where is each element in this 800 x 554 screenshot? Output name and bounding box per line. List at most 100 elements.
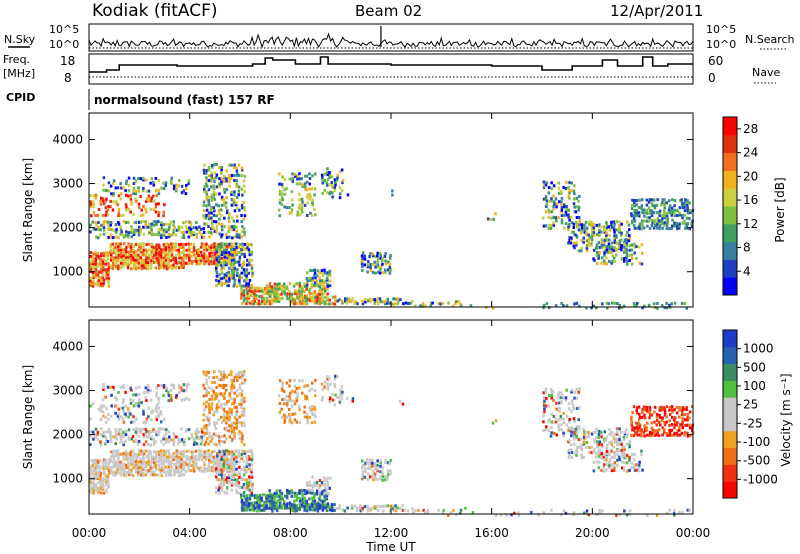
heat-cell [114, 442, 117, 446]
heat-cell [542, 224, 546, 228]
heat-cell [218, 491, 221, 495]
heat-cell [147, 469, 151, 472]
heat-cell [293, 299, 296, 303]
heat-cell [595, 436, 598, 440]
heat-cell [170, 253, 174, 257]
heat-cell [218, 370, 221, 373]
heat-cell [313, 273, 316, 277]
heat-cell [168, 223, 171, 227]
heat-cell [308, 503, 311, 507]
heat-cell [203, 450, 206, 454]
heat-cell [685, 223, 688, 227]
nsearch-label: N.Search [745, 33, 795, 46]
heat-cell [89, 264, 92, 268]
heat-cell [585, 226, 589, 230]
heat-cell [129, 470, 133, 474]
heat-cell [170, 176, 173, 180]
heat-cell [182, 264, 186, 268]
heat-cell [209, 231, 213, 235]
heat-cell [379, 256, 382, 260]
heat-cell [232, 428, 236, 432]
heat-cell [245, 286, 248, 290]
heat-cell [167, 463, 171, 467]
cpid-text: normalsound (fast) 157 RF [94, 93, 275, 107]
heat-cell [303, 298, 306, 302]
heat-cell [278, 201, 282, 205]
heat-cell [218, 273, 221, 277]
heat-cell [313, 271, 317, 275]
heat-cell [222, 386, 225, 390]
heat-cell [205, 248, 209, 252]
heat-cell [134, 197, 137, 201]
heat-cell [670, 213, 673, 217]
heat-cell [107, 430, 110, 434]
heat-cell [684, 423, 687, 427]
heat-cell [340, 299, 344, 303]
heat-cell [184, 242, 188, 246]
heat-cell [333, 302, 337, 306]
heat-cell [124, 193, 128, 197]
heat-cell [238, 208, 241, 212]
heat-cell [595, 430, 598, 434]
heat-cell [160, 186, 163, 190]
heat-cell [265, 499, 269, 503]
heat-cell [568, 222, 571, 226]
heat-cell [204, 261, 208, 265]
heat-cell [237, 193, 240, 197]
heat-cell [203, 467, 206, 470]
heat-cell [310, 214, 314, 217]
heat-cell [237, 189, 241, 193]
heat-cell [304, 397, 307, 401]
heat-cell [135, 440, 138, 443]
heat-cell [137, 189, 140, 193]
heat-cell [276, 499, 279, 503]
heat-cell [263, 287, 267, 290]
heat-cell [321, 296, 324, 300]
heat-cell [577, 215, 581, 219]
heat-cell [223, 434, 226, 438]
heat-cell [218, 182, 221, 186]
heat-cell [620, 440, 624, 444]
heat-cell [246, 246, 249, 249]
heat-cell [383, 300, 387, 304]
heat-cell [230, 426, 233, 430]
heat-cell [550, 181, 553, 185]
heat-cell [204, 440, 208, 444]
heat-cell [130, 235, 133, 239]
heat-cell [295, 301, 299, 305]
heat-cell [147, 463, 151, 467]
heat-cell [605, 233, 608, 237]
heat-cell [127, 435, 131, 439]
heat-cell [298, 489, 301, 493]
heat-cell [651, 221, 654, 225]
heat-cell [122, 213, 125, 217]
heat-cell [662, 406, 666, 410]
heat-cell [207, 211, 211, 215]
heat-cell [247, 505, 251, 509]
heat-cell [194, 430, 198, 433]
heat-cell [645, 211, 649, 215]
heat-cell [109, 266, 113, 270]
heat-cell [220, 452, 223, 456]
heat-cell [603, 251, 606, 255]
heat-cell [564, 398, 568, 402]
heat-cell [300, 285, 304, 289]
heat-cell [150, 473, 153, 477]
heat-cell [116, 449, 120, 453]
heat-cell [393, 507, 397, 510]
heat-cell [132, 449, 135, 453]
heat-cell [283, 178, 287, 181]
heat-cell [240, 468, 243, 472]
heat-cell [212, 455, 216, 459]
heat-cell [200, 235, 204, 239]
heat-cell [232, 198, 236, 202]
heat-cell [89, 443, 92, 447]
heat-cell [258, 507, 261, 510]
heat-cell [336, 173, 339, 177]
heat-cell [348, 297, 351, 301]
heat-cell [314, 276, 317, 280]
heat-cell [623, 238, 627, 242]
heat-cell [99, 228, 102, 232]
heat-cell [225, 449, 228, 453]
heat-cell [260, 498, 263, 502]
